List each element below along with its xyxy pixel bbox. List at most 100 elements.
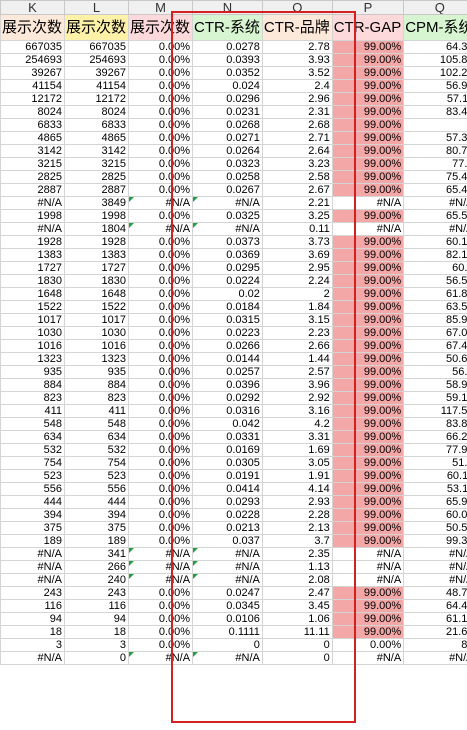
cell-m[interactable]: 0.00% [128,586,194,600]
cell-l[interactable]: 3215 [64,157,130,171]
cell-k[interactable]: #N/A [0,651,66,665]
cell-m[interactable]: 0.00% [128,300,194,314]
cell-n[interactable]: 0.0267 [192,183,263,197]
cell-q[interactable]: 75.44 [403,170,467,184]
cell-q[interactable]: 50.63 [403,352,467,366]
cell-p[interactable]: 99.00% [331,521,405,535]
cell-q[interactable]: 65.41 [403,183,467,197]
cell-k[interactable]: #N/A [0,547,66,561]
cell-n[interactable]: 0.024 [192,79,263,93]
cell-n[interactable]: 0 [192,638,263,652]
cell-p[interactable]: 99.00% [331,300,405,314]
cell-o[interactable]: 2.4 [261,79,333,93]
cell-o[interactable]: 3.23 [261,157,333,171]
cell-n[interactable]: 0.0169 [192,443,263,457]
cell-p[interactable]: 99.00% [331,508,405,522]
cell-l[interactable]: 375 [64,521,130,535]
cell-l[interactable]: 444 [64,495,130,509]
cell-o[interactable]: 0 [261,651,333,665]
cell-l[interactable]: 935 [64,365,130,379]
cell-o[interactable]: 2.58 [261,170,333,184]
cell-n[interactable]: 0.0331 [192,430,263,444]
cell-p[interactable]: 99.00% [331,118,405,132]
cell-q[interactable]: 64.48 [403,599,467,613]
cell-p[interactable]: 0.00% [331,638,405,652]
cell-m[interactable]: 0.00% [128,404,194,418]
cell-l[interactable]: 523 [64,469,130,483]
cell-q[interactable]: 80.75 [403,144,467,158]
cell-n[interactable]: 0.0191 [192,469,263,483]
cell-l[interactable]: 39267 [64,66,130,80]
cell-l[interactable]: 1016 [64,339,130,353]
cell-p[interactable]: 99.00% [331,235,405,249]
cell-m[interactable]: 0.00% [128,365,194,379]
cell-o[interactable]: 2.66 [261,339,333,353]
cell-l[interactable]: 243 [64,586,130,600]
cell-q[interactable]: 80 [403,638,467,652]
cell-m[interactable]: 0.00% [128,482,194,496]
cell-q[interactable]: 60.4 [403,261,467,275]
cell-m[interactable]: 0.00% [128,313,194,327]
cell-p[interactable]: 99.00% [331,495,405,509]
cell-p[interactable]: 99.00% [331,53,405,67]
cell-o[interactable]: 3.52 [261,66,333,80]
cell-p[interactable]: 99.00% [331,131,405,145]
cell-q[interactable]: 57.38 [403,131,467,145]
cell-m[interactable]: 0.00% [128,612,194,626]
cell-o[interactable]: 2.64 [261,144,333,158]
cell-l[interactable]: 1804 [64,222,130,236]
cell-o[interactable]: 4.14 [261,482,333,496]
cell-k[interactable]: 4865 [0,131,66,145]
cell-m[interactable]: 0.00% [128,79,194,93]
cell-n[interactable]: #N/A [192,560,263,574]
cell-k[interactable]: 1383 [0,248,66,262]
cell-n[interactable]: 0.0292 [192,391,263,405]
cell-l[interactable]: 1017 [64,313,130,327]
cell-p[interactable]: #N/A [331,196,405,210]
header-cell-n[interactable]: CTR-系统 [192,14,263,41]
cell-p[interactable]: 99.00% [331,599,405,613]
cell-l[interactable]: 1522 [64,300,130,314]
cell-l[interactable]: 532 [64,443,130,457]
cell-k[interactable]: 634 [0,430,66,444]
cell-k[interactable]: 254693 [0,53,66,67]
cell-k[interactable]: 12172 [0,92,66,106]
cell-n[interactable]: 0.0373 [192,235,263,249]
cell-k[interactable]: 6833 [0,118,66,132]
cell-m[interactable]: 0.00% [128,53,194,67]
cell-o[interactable]: 3.15 [261,313,333,327]
cell-k[interactable]: 444 [0,495,66,509]
cell-n[interactable]: 0.0278 [192,40,263,54]
cell-o[interactable]: 3.93 [261,53,333,67]
cell-k[interactable]: 1522 [0,300,66,314]
column-letter-l[interactable]: L [64,0,130,15]
cell-p[interactable]: 99.00% [331,287,405,301]
cell-o[interactable]: 2.57 [261,365,333,379]
cell-l[interactable]: 116 [64,599,130,613]
cell-q[interactable]: 63.52 [403,300,467,314]
cell-p[interactable]: 99.00% [331,339,405,353]
cell-k[interactable]: 116 [0,599,66,613]
cell-q[interactable]: 77.95 [403,443,467,457]
cell-o[interactable]: 2.24 [261,274,333,288]
cell-k[interactable]: 1030 [0,326,66,340]
header-cell-p[interactable]: CTR-GAP [331,14,405,41]
cell-l[interactable]: 411 [64,404,130,418]
cell-q[interactable]: 60.12 [403,235,467,249]
cell-l[interactable]: 1998 [64,209,130,223]
cell-n[interactable]: 0.0323 [192,157,263,171]
cell-o[interactable]: 2.47 [261,586,333,600]
cell-l[interactable]: 12172 [64,92,130,106]
cell-n[interactable]: 0.0106 [192,612,263,626]
cell-n[interactable]: 0.0393 [192,53,263,67]
cell-k[interactable]: 1648 [0,287,66,301]
cell-o[interactable]: 2.31 [261,105,333,119]
cell-p[interactable]: 99.00% [331,326,405,340]
cell-q[interactable]: 64.33 [403,40,467,54]
cell-n[interactable]: 0.0414 [192,482,263,496]
cell-p[interactable]: #N/A [331,651,405,665]
cell-q[interactable]: 53.11 [403,482,467,496]
cell-n[interactable]: 0.0369 [192,248,263,262]
cell-o[interactable]: 2.71 [261,131,333,145]
cell-o[interactable]: 0.11 [261,222,333,236]
